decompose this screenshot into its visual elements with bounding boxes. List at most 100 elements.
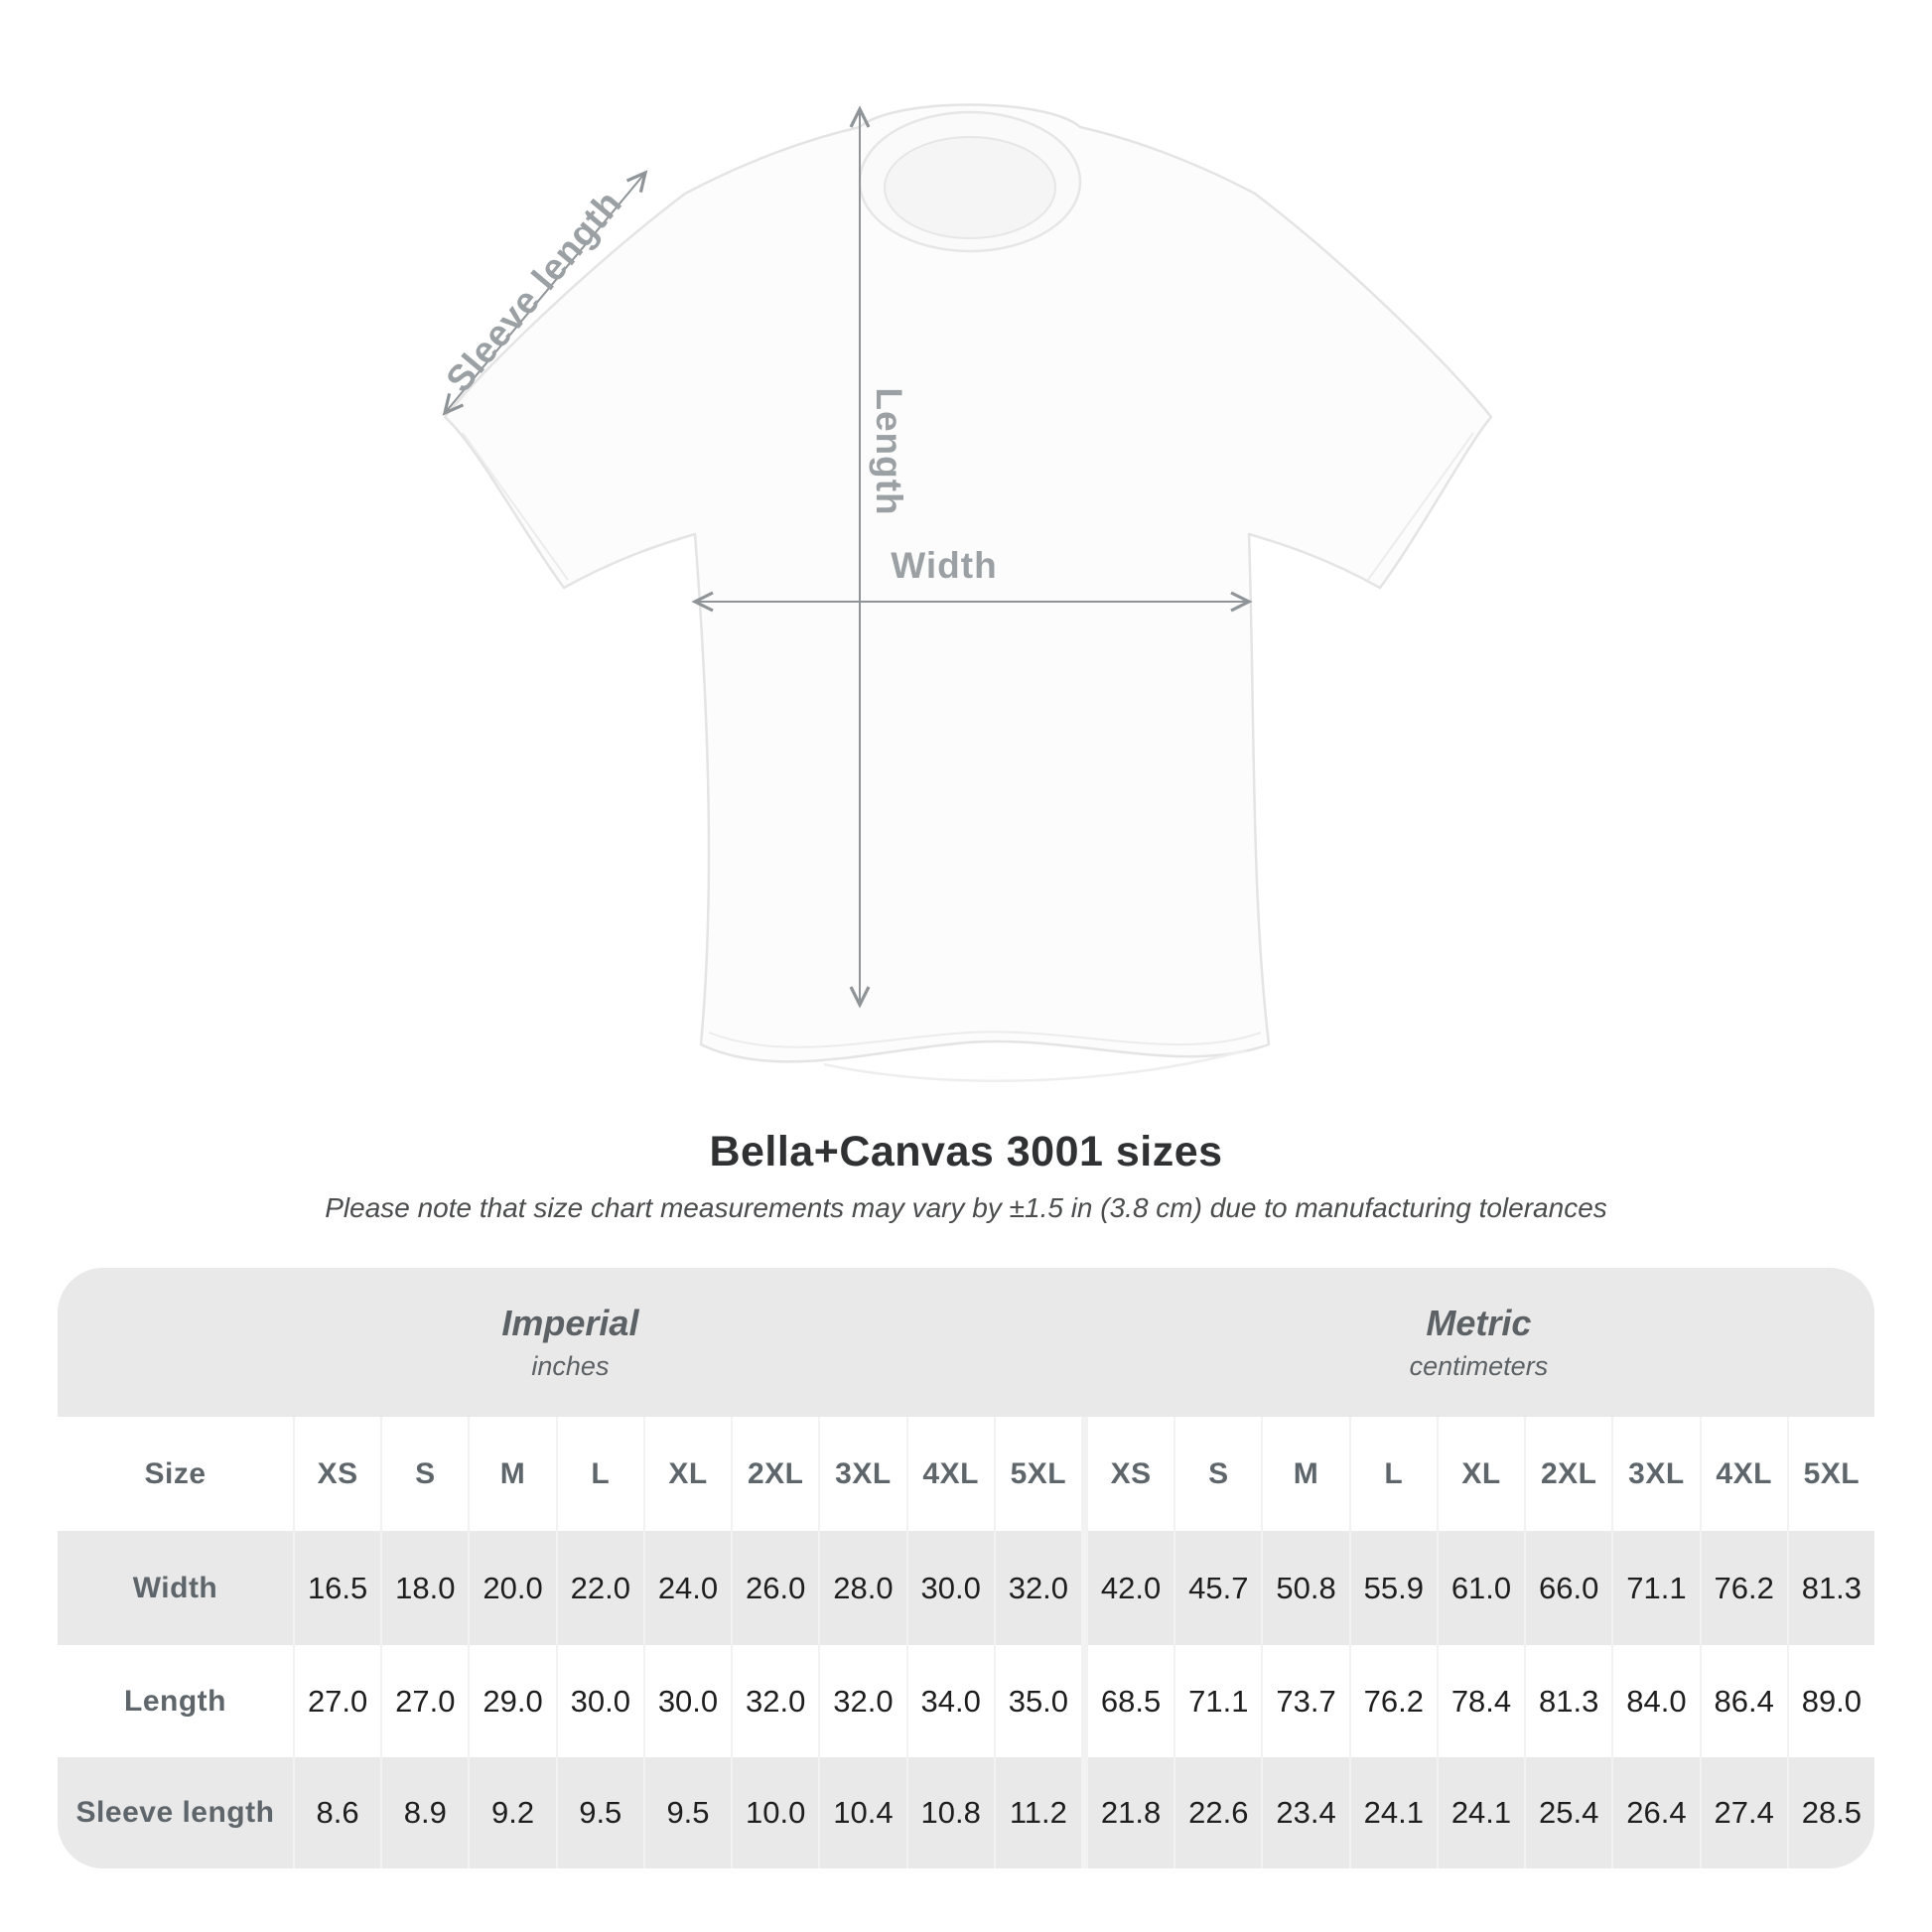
value-cell: 73.7: [1263, 1645, 1349, 1757]
row-label: Sleeve length: [58, 1757, 293, 1868]
tshirt-diagram-svg: Sleeve length Length Width: [438, 103, 1493, 1082]
value-cell: 30.0: [557, 1645, 643, 1757]
value-cell: 26.0: [733, 1531, 819, 1645]
section-gap: [1083, 1417, 1086, 1531]
value-cell: 71.1: [1175, 1645, 1262, 1757]
value-cell: 9.5: [644, 1757, 732, 1868]
size-header-cell: M: [1263, 1417, 1349, 1531]
size-header-cell: 5XL: [995, 1417, 1081, 1531]
section-gap: [1083, 1645, 1086, 1757]
value-cell: 68.5: [1087, 1645, 1174, 1757]
size-header-cell: 3XL: [820, 1417, 906, 1531]
size-header-cell: XL: [644, 1417, 732, 1531]
value-cell: 22.6: [1175, 1757, 1262, 1868]
size-header-cell: L: [557, 1417, 643, 1531]
value-cell: 86.4: [1701, 1645, 1787, 1757]
size-header-cell: 2XL: [1526, 1417, 1612, 1531]
row-label: Width: [58, 1531, 293, 1645]
value-cell: 10.8: [907, 1757, 994, 1868]
value-cell: 76.2: [1701, 1531, 1787, 1645]
value-cell: 27.0: [295, 1645, 381, 1757]
value-cell: 27.4: [1701, 1757, 1787, 1868]
value-cell: 42.0: [1087, 1531, 1174, 1645]
value-cell: 71.1: [1613, 1531, 1700, 1645]
tolerance-note: Please note that size chart measurements…: [325, 1192, 1607, 1223]
table-row-length: Length 27.0 27.0 29.0 30.0 30.0 32.0 32.…: [58, 1645, 1874, 1757]
tshirt-illustration: [443, 103, 1493, 1082]
size-header-cell: S: [382, 1417, 469, 1531]
value-cell: 89.0: [1788, 1645, 1874, 1757]
value-cell: 34.0: [907, 1645, 994, 1757]
value-cell: 32.0: [820, 1645, 906, 1757]
value-cell: 9.5: [557, 1757, 643, 1868]
section-gap: [1083, 1531, 1086, 1645]
size-header-cell: L: [1350, 1417, 1437, 1531]
value-cell: 18.0: [382, 1531, 469, 1645]
size-header-cell: M: [470, 1417, 556, 1531]
imperial-title: Imperial: [501, 1303, 639, 1343]
value-cell: 55.9: [1350, 1531, 1437, 1645]
size-header-cell: XL: [1438, 1417, 1525, 1531]
value-cell: 50.8: [1263, 1531, 1349, 1645]
value-cell: 78.4: [1438, 1645, 1525, 1757]
value-cell: 8.6: [295, 1757, 381, 1868]
value-cell: 30.0: [644, 1645, 732, 1757]
value-cell: 22.0: [557, 1531, 643, 1645]
value-cell: 32.0: [733, 1645, 819, 1757]
imperial-section-header: Imperial inches: [58, 1268, 1083, 1417]
imperial-unit: inches: [531, 1351, 610, 1381]
unit-header-band: Imperial inches Metric centimeters: [58, 1268, 1874, 1417]
tshirt-measurement-diagram: Sleeve length Length Width: [438, 103, 1493, 1082]
table-row-sleeve-length: Sleeve length 8.6 8.9 9.2 9.5 9.5 10.0 1…: [58, 1757, 1874, 1868]
metric-unit: centimeters: [1409, 1351, 1549, 1381]
size-header-cell: 4XL: [1701, 1417, 1787, 1531]
size-col-header: Size: [58, 1417, 293, 1531]
value-cell: 61.0: [1438, 1531, 1525, 1645]
metric-title: Metric: [1426, 1303, 1532, 1343]
value-cell: 32.0: [995, 1531, 1081, 1645]
size-header-cell: 5XL: [1788, 1417, 1874, 1531]
value-cell: 27.0: [382, 1645, 469, 1757]
row-label: Length: [58, 1645, 293, 1757]
value-cell: 45.7: [1175, 1531, 1262, 1645]
value-cell: 10.0: [733, 1757, 819, 1868]
title-block: Bella+Canvas 3001 sizes Please note that…: [0, 1128, 1932, 1224]
sleeve-length-arrow: [442, 170, 648, 416]
value-cell: 28.5: [1788, 1757, 1874, 1868]
value-cell: 30.0: [907, 1531, 994, 1645]
value-cell: 81.3: [1526, 1645, 1612, 1757]
value-cell: 9.2: [470, 1757, 556, 1868]
section-gap: [1083, 1757, 1086, 1868]
size-header-cell: 2XL: [733, 1417, 819, 1531]
table-row-width: Width 16.5 18.0 20.0 22.0 24.0 26.0 28.0…: [58, 1531, 1874, 1645]
value-cell: 29.0: [470, 1645, 556, 1757]
value-cell: 35.0: [995, 1645, 1081, 1757]
value-cell: 26.4: [1613, 1757, 1700, 1868]
value-cell: 28.0: [820, 1531, 906, 1645]
size-header-cell: S: [1175, 1417, 1262, 1531]
value-cell: 21.8: [1087, 1757, 1174, 1868]
value-cell: 84.0: [1613, 1645, 1700, 1757]
size-header-cell: XS: [1087, 1417, 1174, 1531]
size-header-cell: 3XL: [1613, 1417, 1700, 1531]
value-cell: 76.2: [1350, 1645, 1437, 1757]
value-cell: 66.0: [1526, 1531, 1612, 1645]
value-cell: 20.0: [470, 1531, 556, 1645]
value-cell: 24.1: [1438, 1757, 1525, 1868]
value-cell: 8.9: [382, 1757, 469, 1868]
value-cell: 23.4: [1263, 1757, 1349, 1868]
size-chart-table: Imperial inches Metric centimeters Size …: [58, 1268, 1874, 1868]
length-label: Length: [869, 387, 909, 515]
value-cell: 25.4: [1526, 1757, 1612, 1868]
value-cell: 10.4: [820, 1757, 906, 1868]
value-cell: 11.2: [995, 1757, 1081, 1868]
page-title: Bella+Canvas 3001 sizes: [709, 1128, 1223, 1175]
table-header-row: Size XS S M L XL 2XL 3XL 4XL 5XL XS S M …: [58, 1417, 1874, 1531]
value-cell: 81.3: [1788, 1531, 1874, 1645]
metric-section-header: Metric centimeters: [1082, 1268, 1874, 1417]
size-header-cell: 4XL: [907, 1417, 994, 1531]
value-cell: 24.1: [1350, 1757, 1437, 1868]
value-cell: 16.5: [295, 1531, 381, 1645]
width-label: Width: [891, 545, 997, 586]
